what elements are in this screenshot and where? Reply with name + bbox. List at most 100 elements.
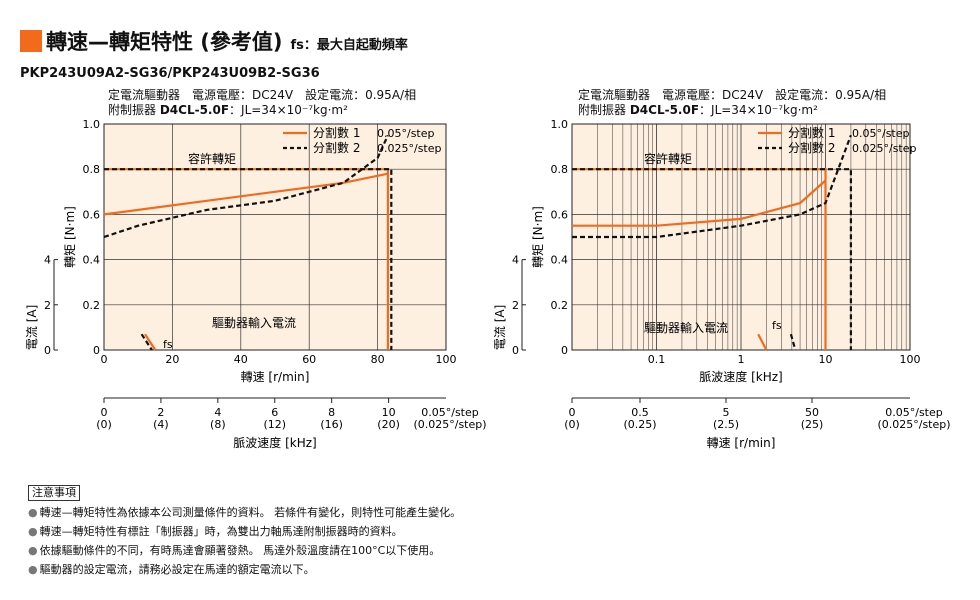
damper-model: D4CL-5.0F [629,103,700,117]
current-tick-label: 2 [512,299,519,312]
notes-section: 注意事項 ● 轉速—轉矩特性為依據本公司測量條件的資料。 若條件有變化，則特性可能… [28,483,461,579]
bullet-icon: ● [28,563,38,576]
x-tick-label: 10 [819,353,833,366]
y-tick-label: 0.6 [551,208,569,221]
current-tick-label: 4 [512,254,519,267]
series-current-div1 [572,179,827,227]
condition-line1: 定電流驅動器 電源電壓：DC24V 設定電流：0.95A/相 [578,88,887,102]
condition-line1: 定電流驅動器 電源電壓：DC24V 設定電流：0.95A/相 [108,88,417,102]
page-title: 轉速—轉矩特性 (參考值) fs：最大自起動頻率 [20,26,408,56]
secondary-unit: 0.05°/step [421,406,479,419]
x-tick-label: 60 [302,353,316,366]
inertia: ：JL=34×10⁻⁷kg·m² [699,103,818,117]
current-axis-label: 電流 [A] [493,305,507,350]
secondary-tick-label-alt: (8) [210,418,226,431]
secondary-tick-label-alt: (2.5) [713,418,739,431]
bullet-icon: ● [28,544,38,557]
series-fs-div2 [140,333,153,351]
y-tick-label: 1.0 [551,118,569,131]
torque-annotation: 容許轉矩 [644,151,692,166]
y-tick-label: 0.2 [83,299,101,312]
secondary-tick-label-alt: (0.25) [623,418,656,431]
chart2-conditions: 定電流驅動器 電源電壓：DC24V 設定電流：0.95A/相 附制振器 D4CL… [578,88,886,118]
legend-label: 分割數 2 [313,140,360,155]
x-tick-label: 80 [371,353,385,366]
secondary-tick-label: 0 [569,406,576,419]
secondary-tick-label: 4 [214,406,221,419]
current-tick-label: 0 [44,344,51,357]
y-tick-label: 0.8 [83,163,101,176]
condition-line2: 附制振器 D4CL-5.0F：JL=34×10⁻⁷kg·m² [578,103,886,118]
torque-annotation: 容許轉矩 [188,151,236,166]
legend-label: 分割數 1 [788,125,835,140]
secondary-unit: 0.05°/step [885,406,943,419]
series-fs-div1 [757,333,768,351]
secondary-tick-label: 0.5 [631,406,649,419]
secondary-tick-label: 10 [382,406,396,419]
x-axis-label: 脈波速度 [kHz] [699,369,782,384]
note-text: 轉速—轉矩特性為依據本公司測量條件的資料。 若條件有變化，則特性可能產生變化。 [39,506,462,519]
x-tick-label: 100 [900,353,921,366]
x-tick-label: 40 [234,353,248,366]
current-annotation: 驅動器輸入電流 [212,315,296,330]
bullet-icon: ● [28,506,38,519]
chart-log: 0 0.2 0.4 0.6 0.8 1.0 0.1 1 10 100 脈波速度 [kHz] 轉矩 [N… [493,118,951,450]
note-item: ● 依據驅動條件的不同，有時馬達會顯著發熱。 馬達外殼溫度請在100°C以下使用。 [28,541,461,560]
fs-definition: fs：最大自起動頻率 [290,38,408,53]
model-number: PKP243U09A2-SG36/PKP243U09B2-SG36 [20,66,320,81]
x-tick-label: 100 [436,353,457,366]
y-tick-label: 0 [93,344,100,357]
secondary-tick-label-alt: (4) [153,418,169,431]
secondary-tick-label: 0 [101,406,108,419]
secondary-tick-label: 6 [271,406,278,419]
secondary-tick-label-alt: (12) [263,418,286,431]
condition-prefix: 附制振器 [578,103,630,117]
notes-title: 注意事項 [28,485,80,501]
legend-label: 分割數 2 [788,140,835,155]
secondary-tick-label-alt: (20) [377,418,400,431]
x-axis-label: 轉速 [r/min] [241,370,310,384]
y-axis-label: 轉矩 [N·m] [531,206,545,268]
title-square-icon [20,30,42,52]
bullet-icon: ● [28,525,38,538]
secondary-tick-label: 5 [723,406,730,419]
secondary-tick-label: 8 [328,406,335,419]
y-tick-label: 0.4 [551,254,569,267]
y-tick-label: 0 [561,344,568,357]
y-tick-label: 0.4 [83,254,101,267]
current-tick-label: 4 [44,254,51,267]
y-tick-label: 1.0 [83,118,101,131]
inertia: ：JL=34×10⁻⁷kg·m² [229,103,348,117]
x-tick-label: 0.1 [648,353,666,366]
note-item: ● 驅動器的設定電流，請務必設定在馬達的額定電流以下。 [28,560,461,579]
note-item: ● 轉速—轉矩特性有標註「制振器」時，為雙出力軸馬達附制振器時的資料。 [28,522,461,541]
legend-step: 0.025°/step [852,142,917,155]
series-current-div1 [103,172,389,216]
secondary-tick-label-alt: (0) [96,418,112,431]
y-axis-label: 轉矩 [N·m] [63,206,77,268]
x-tick-label: 20 [165,353,179,366]
condition-line2: 附制振器 D4CL-5.0F：JL=34×10⁻⁷kg·m² [108,103,416,118]
series-torque-div2 [572,168,852,350]
secondary-axis-label: 轉速 [r/min] [707,436,776,450]
legend-step: 0.05°/step [852,127,910,140]
x-tick-label: 0 [101,353,108,366]
secondary-unit-alt: (0.025°/step) [413,418,486,431]
secondary-tick-label: 2 [157,406,164,419]
current-annotation: 驅動器輸入電流 [644,320,728,335]
legend-step: 0.05°/step [377,127,435,140]
condition-prefix: 附制振器 [108,103,160,117]
chart1-conditions: 定電流驅動器 電源電壓：DC24V 設定電流：0.95A/相 附制振器 D4CL… [108,88,416,118]
secondary-tick-label-alt: (0) [564,418,580,431]
current-tick-label: 2 [44,299,51,312]
series-fs-div2 [789,333,797,351]
fs-annotation: fs [772,319,782,332]
note-text: 依據驅動條件的不同，有時馬達會顯著發熱。 馬達外殼溫度請在100°C以下使用。 [39,544,441,557]
legend-label: 分割數 1 [313,125,360,140]
note-item: ● 轉速—轉矩特性為依據本公司測量條件的資料。 若條件有變化，則特性可能產生變化。 [28,503,461,522]
secondary-unit-alt: (0.025°/step) [877,418,950,431]
note-text: 驅動器的設定電流，請務必設定在馬達的額定電流以下。 [39,563,315,576]
current-axis-label: 電流 [A] [25,305,39,350]
y-tick-label: 0.2 [551,299,569,312]
